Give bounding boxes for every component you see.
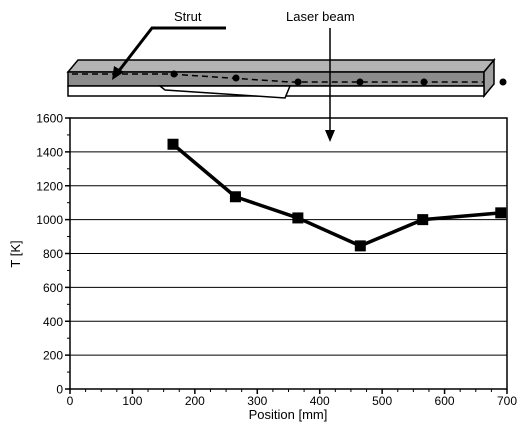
series: [167, 138, 507, 252]
x-tick-label: 200: [185, 394, 205, 408]
y-tick-label: 1200: [36, 179, 63, 193]
y-tick-label: 1600: [36, 112, 63, 126]
x-tick-label: 100: [122, 394, 142, 408]
y-tick-label: 800: [43, 247, 63, 261]
y-tick-label: 400: [43, 315, 63, 329]
x-tick-label: 600: [435, 394, 455, 408]
laser-arrowhead: [325, 130, 335, 142]
x-tick-label: 700: [497, 394, 517, 408]
data-point: [229, 191, 241, 203]
measure-dot: [170, 70, 178, 78]
data-point: [354, 240, 366, 252]
y-axis-label: T [K]: [8, 240, 23, 267]
y-tick-label: 1400: [36, 145, 63, 159]
beam-top-face: [66, 59, 496, 73]
measure-dot: [294, 78, 302, 86]
x-tick-label: 300: [247, 394, 267, 408]
series-line: [171, 142, 501, 248]
data-point: [417, 214, 429, 226]
strut-label: Strut: [174, 9, 202, 24]
data-point: [292, 212, 304, 224]
laser-label: Laser beam: [286, 9, 355, 24]
x-tick-label: 500: [372, 394, 392, 408]
y-tick-label: 1000: [36, 213, 63, 227]
x-tick-label: 0: [67, 394, 74, 408]
y-tick-label: 0: [56, 383, 63, 397]
strut-pointer: [116, 26, 226, 73]
y-tick-label: 600: [43, 281, 63, 295]
x-axis-label: Position [mm]: [249, 407, 328, 422]
data-point: [495, 207, 507, 219]
strut-arrowhead: [112, 66, 124, 80]
measure-dot: [356, 78, 364, 86]
measure-dot: [420, 78, 428, 86]
plot-frame: [69, 117, 508, 390]
y-tick-label: 200: [43, 349, 63, 363]
data-point: [167, 138, 179, 150]
measure-dot: [232, 74, 240, 82]
laser-path: [72, 73, 484, 83]
y-ticks: 0 200 400 600 800 1000 1200 1400 1600: [36, 112, 70, 397]
gridlines: [70, 151, 507, 356]
strut-piece: [157, 85, 292, 99]
x-tick-label: 400: [310, 394, 330, 408]
measure-dot: [499, 78, 507, 86]
chart: 0 200 400 600 800 1000 1200 1400 1600 0 100 200 300…: [8, 112, 517, 423]
strut-diagram: Strut Laser beam: [66, 9, 507, 142]
x-ticks: 0 100 200 300 400 500 600 700: [67, 389, 517, 408]
